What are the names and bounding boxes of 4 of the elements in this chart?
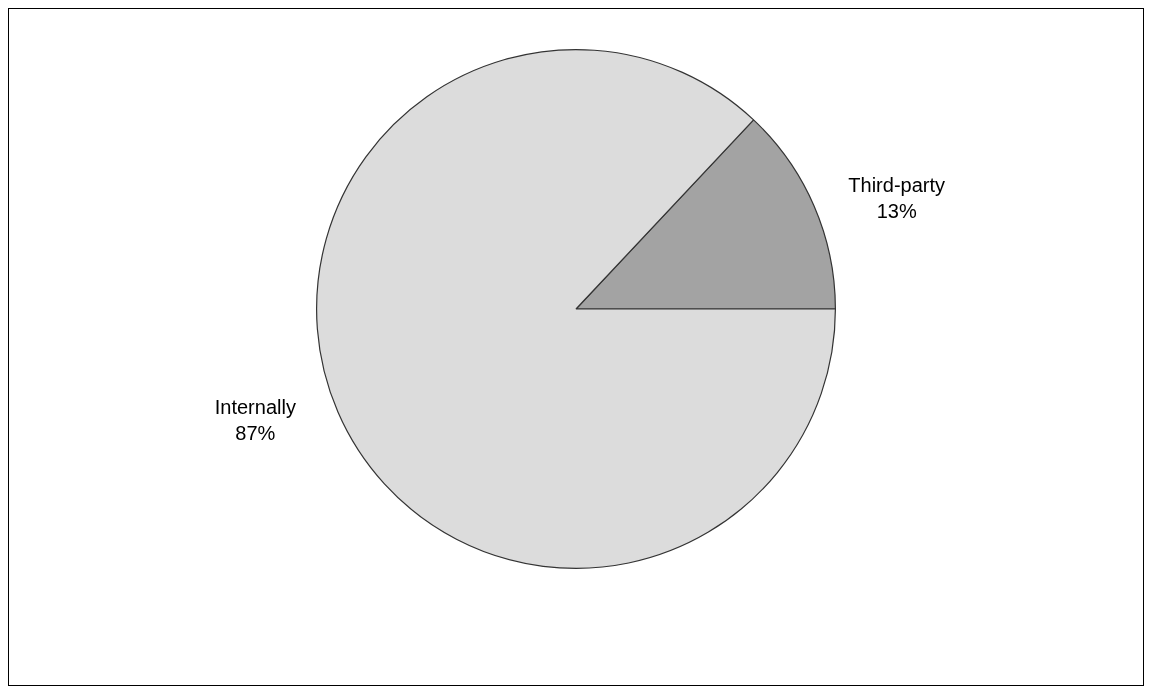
data-label: 13% — [876, 199, 917, 222]
slice-label: Internally — [214, 396, 296, 419]
slice-label: Third-party — [848, 173, 946, 196]
data-label: 87% — [235, 422, 276, 445]
